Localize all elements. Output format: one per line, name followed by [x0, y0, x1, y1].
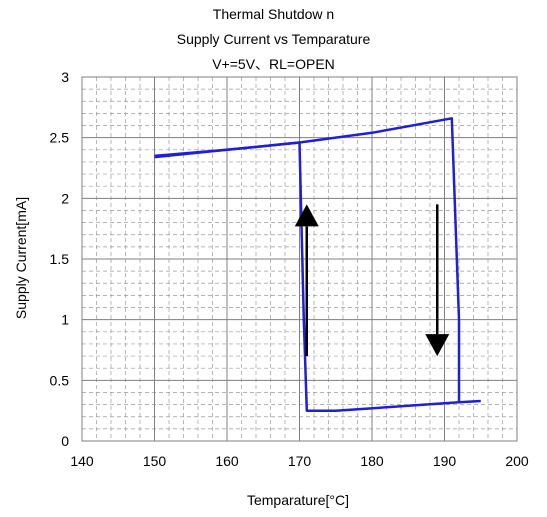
y-tick-label: 2 [61, 190, 69, 206]
annotation-arrows [294, 204, 450, 357]
x-tick-labels: 140 150 160 170 180 190 200 [70, 453, 529, 469]
arrow-head-down [425, 334, 450, 357]
y-tick-label: 0 [61, 433, 69, 449]
x-tick-label: 180 [360, 453, 384, 469]
chart-title-line-1: Thermal Shutdow n [212, 6, 335, 22]
y-tick-label: 3 [61, 69, 69, 85]
x-tick-label: 140 [70, 453, 94, 469]
y-axis-label: Supply Current[mA] [13, 197, 29, 319]
plot-area [81, 76, 518, 442]
x-tick-label: 200 [505, 453, 529, 469]
y-tick-labels: 0 0.5 1 1.5 2 2.5 3 [50, 69, 70, 449]
chart-title-line-3: V+=5V、RL=OPEN [212, 56, 335, 72]
x-tick-label: 150 [143, 453, 167, 469]
y-tick-label: 1 [61, 312, 69, 328]
series-line-1 [154, 117, 481, 404]
y-tick-label: 0.5 [50, 372, 70, 388]
y-tick-label: 2.5 [50, 130, 70, 146]
series-group [154, 117, 481, 412]
x-tick-label: 170 [288, 453, 312, 469]
y-tick-label: 1.5 [50, 251, 70, 267]
arrow-head-up [294, 204, 319, 227]
x-tick-label: 190 [433, 453, 457, 469]
series-line-2 [154, 141, 460, 412]
x-tick-label: 160 [215, 453, 239, 469]
chart-title-line-2: Supply Current vs Temparature [176, 31, 371, 47]
x-axis-label: Temparature[°C] [247, 492, 349, 508]
